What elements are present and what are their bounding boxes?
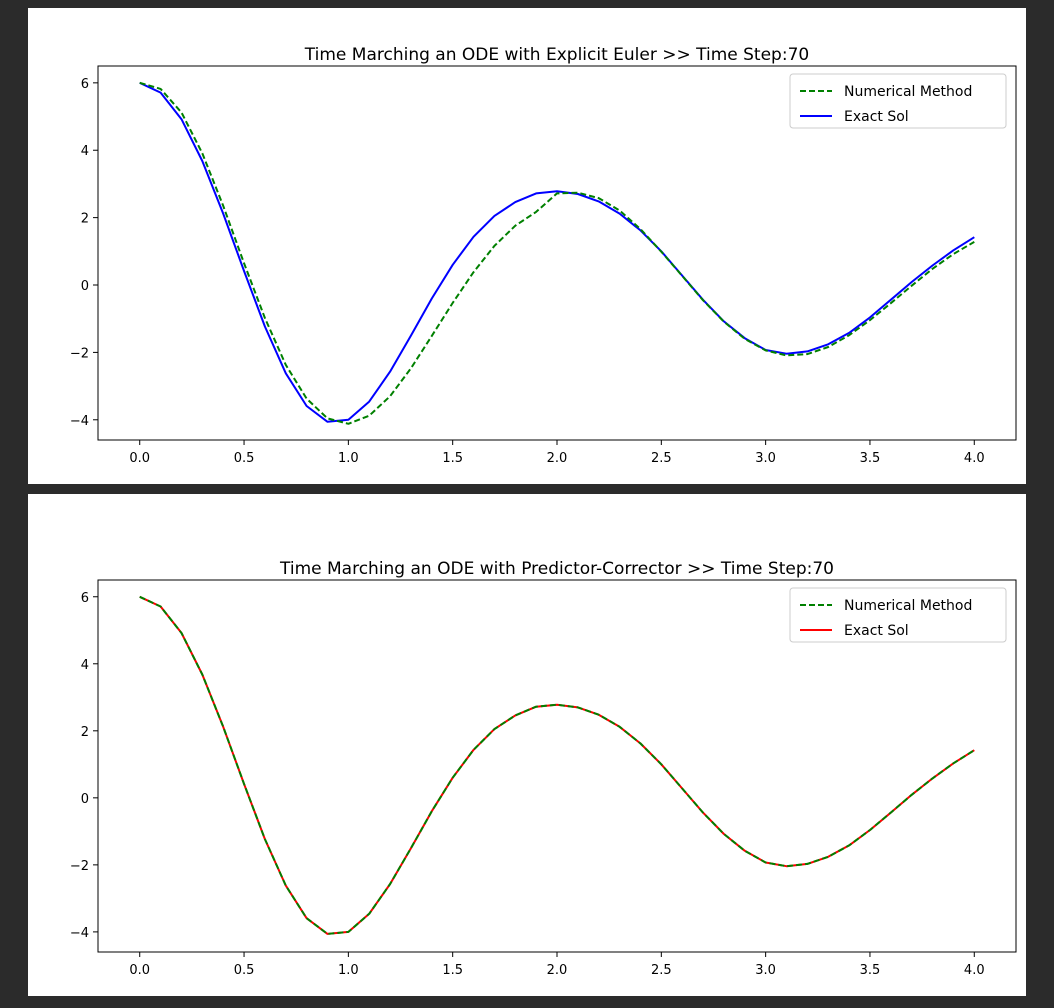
y-tick-label: −2	[70, 859, 89, 874]
x-tick-label: 0.0	[129, 451, 150, 466]
x-tick-label: 1.0	[338, 963, 359, 978]
x-tick-label: 2.0	[547, 451, 568, 466]
y-tick-label: −4	[70, 414, 89, 429]
x-tick-label: 2.5	[651, 963, 672, 978]
y-tick-label: 0	[81, 279, 89, 294]
x-tick-label: 0.5	[234, 963, 255, 978]
x-tick-label: 2.5	[651, 451, 672, 466]
legend-box	[789, 587, 1007, 643]
series-line-numerical	[139, 81, 975, 425]
y-tick-label: 2	[81, 725, 89, 740]
x-tick-label: 3.0	[755, 451, 776, 466]
series-line-numerical	[139, 595, 975, 935]
predictor-corrector-figure: Time Marching an ODE with Predictor-Corr…	[28, 494, 1026, 996]
x-tick-label: 0.0	[129, 963, 150, 978]
y-tick-label: 6	[81, 591, 89, 606]
series-line-exact	[139, 81, 975, 423]
y-tick-label: 2	[81, 212, 89, 227]
y-tick-label: −4	[70, 926, 89, 941]
x-tick-label: 4.0	[964, 963, 985, 978]
series-line-exact	[139, 595, 975, 935]
x-tick-label: 3.5	[860, 963, 881, 978]
legend-box	[789, 73, 1007, 129]
legend-label: Numerical Method	[844, 598, 972, 614]
x-tick-label: 1.5	[442, 451, 463, 466]
legend-label: Exact Sol	[844, 109, 909, 125]
predictor-corrector-chart: Time Marching an ODE with Predictor-Corr…	[70, 559, 1017, 978]
y-tick-label: 4	[81, 144, 89, 159]
euler-chart: Time Marching an ODE with Explicit Euler…	[70, 45, 1017, 466]
y-tick-label: 4	[81, 658, 89, 673]
x-tick-label: 1.0	[338, 451, 359, 466]
x-tick-label: 4.0	[964, 451, 985, 466]
y-tick-label: −2	[70, 346, 89, 361]
y-tick-label: 6	[81, 77, 89, 92]
x-tick-label: 0.5	[234, 451, 255, 466]
chart-title: Time Marching an ODE with Predictor-Corr…	[279, 559, 834, 579]
x-tick-label: 2.0	[547, 963, 568, 978]
chart-title: Time Marching an ODE with Explicit Euler…	[304, 45, 809, 65]
legend-label: Numerical Method	[844, 84, 972, 100]
euler-figure: Time Marching an ODE with Explicit Euler…	[28, 8, 1026, 484]
y-tick-label: 0	[81, 792, 89, 807]
x-tick-label: 3.5	[860, 451, 881, 466]
x-tick-label: 3.0	[755, 963, 776, 978]
legend-label: Exact Sol	[844, 623, 909, 639]
x-tick-label: 1.5	[442, 963, 463, 978]
